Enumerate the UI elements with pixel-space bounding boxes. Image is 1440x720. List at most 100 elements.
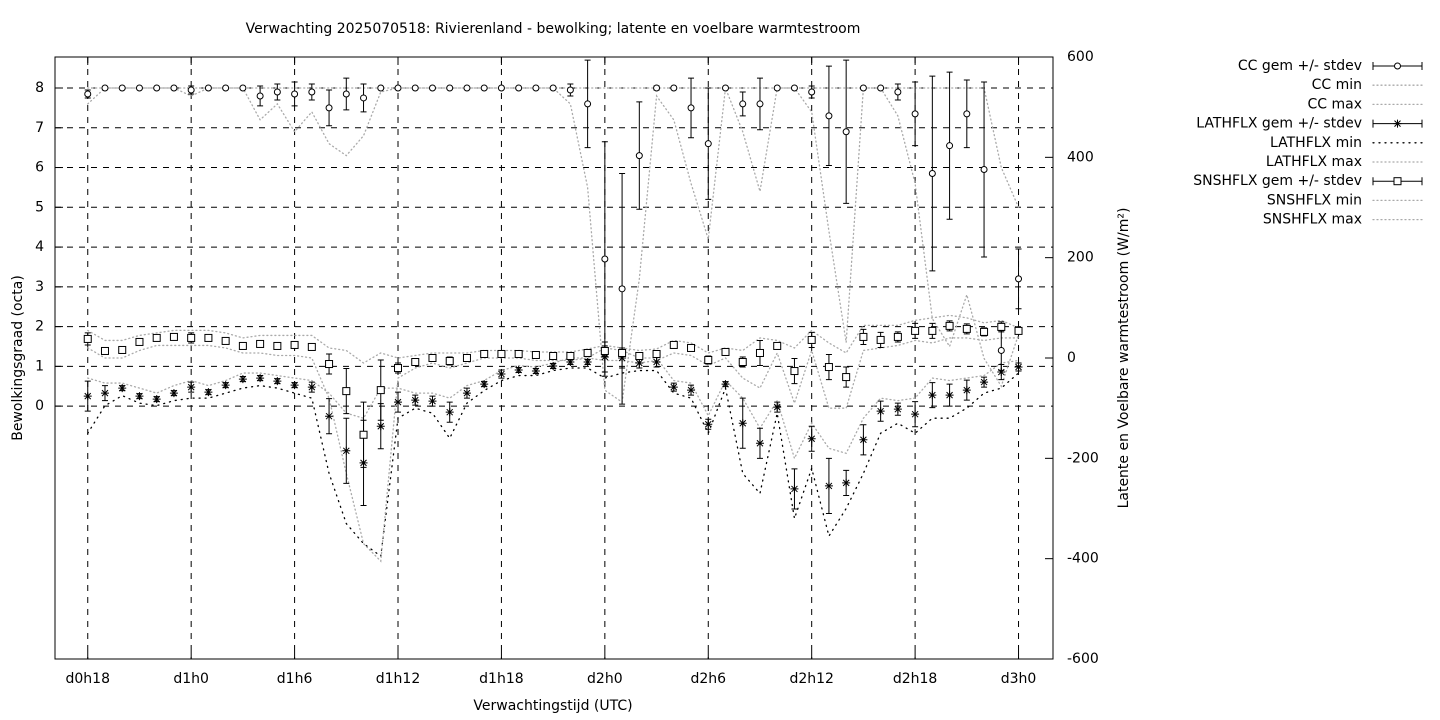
marker-star [893, 405, 902, 414]
marker-star [514, 366, 523, 375]
legend-label: SNSHFLX gem +/- stdev [1193, 173, 1362, 189]
marker-star [273, 377, 282, 386]
marker-square [169, 332, 178, 341]
marker-star [307, 383, 316, 392]
marker-square [583, 348, 592, 357]
marker-circle [687, 104, 695, 112]
marker-square [290, 340, 299, 349]
marker-square [480, 349, 489, 358]
marker-star [738, 419, 747, 428]
marker-square [652, 349, 661, 358]
y2-tick-label: 400 [1067, 149, 1094, 165]
legend-label: SNSHFLX max [1263, 212, 1362, 228]
marker-square [135, 337, 144, 346]
marker-circle [84, 90, 92, 98]
marker-square [876, 335, 885, 344]
series-line [87, 337, 1020, 563]
marker-star [83, 392, 92, 401]
marker-star [549, 362, 558, 371]
marker-circle [584, 100, 592, 108]
marker-circle [446, 84, 454, 92]
marker-square [790, 367, 799, 376]
marker-circle [118, 84, 126, 92]
marker-star [962, 386, 971, 395]
marker-circle [566, 86, 574, 94]
marker-circle [756, 100, 764, 108]
y2-tick-label: -600 [1067, 651, 1099, 667]
marker-square [893, 332, 902, 341]
marker-star [480, 380, 489, 389]
marker-square [462, 354, 471, 362]
y-tick-label: 1 [35, 358, 44, 374]
marker-circle [980, 166, 988, 174]
marker-square [83, 334, 92, 343]
y-tick-label: 3 [35, 279, 44, 295]
legend-label: LATHFLX gem +/- stdev [1196, 116, 1362, 132]
marker-square [152, 333, 161, 342]
marker-circle [963, 110, 971, 118]
y-tick-label: 0 [35, 398, 44, 414]
marker-star [911, 410, 920, 419]
y2-axis-label: Latente en Voelbare warmtestroom (W/m²) [1116, 208, 1132, 509]
marker-star [1014, 363, 1023, 372]
marker-square [549, 351, 558, 360]
legend-label: CC gem +/- stdev [1238, 58, 1362, 74]
marker-star [411, 396, 420, 405]
y-axis-label: Bewolkingsgraad (octa) [10, 275, 26, 441]
marker-square [928, 326, 937, 335]
marker-star [100, 389, 109, 398]
marker-square [842, 373, 851, 382]
marker-square [824, 363, 833, 372]
marker-square [221, 336, 230, 345]
x-tick-label: d1h18 [479, 671, 523, 687]
series-line [87, 347, 1020, 461]
marker-circle [463, 84, 471, 92]
legend-label: CC min [1312, 77, 1362, 93]
marker-star [980, 378, 989, 387]
marker-circle [325, 104, 333, 112]
marker-square [980, 327, 989, 336]
marker-square [307, 342, 316, 351]
marker-square [721, 347, 730, 356]
marker-star [755, 439, 764, 448]
marker-circle [480, 84, 488, 92]
marker-star [342, 446, 351, 455]
marker-circle [101, 84, 109, 92]
marker-circle [291, 90, 299, 98]
marker-square [118, 345, 127, 354]
marker-square [704, 356, 713, 365]
y2-tick-label: -200 [1067, 450, 1099, 466]
marker-square [325, 360, 334, 369]
marker-square [342, 387, 351, 396]
x-tick-label: d1h6 [277, 671, 313, 687]
marker-square [962, 324, 971, 333]
marker-circle [894, 88, 902, 96]
marker-square [514, 349, 523, 358]
marker-square [1014, 326, 1023, 335]
marker-star [928, 391, 937, 400]
marker-circle [497, 84, 505, 92]
marker-circle [187, 86, 195, 94]
marker-star [531, 367, 540, 376]
marker-star [997, 368, 1006, 377]
marker-circle [601, 255, 609, 263]
y2-tick-label: 200 [1067, 250, 1094, 266]
x-tick-label: d0h18 [66, 671, 110, 687]
marker-square [669, 340, 678, 349]
marker-star [842, 478, 851, 487]
marker-circle [532, 84, 540, 92]
marker-star [462, 389, 471, 398]
marker-star [583, 358, 592, 367]
chart-title: Verwachting 2025070518: Rivierenland - b… [246, 21, 861, 37]
y-tick-label: 6 [35, 160, 44, 176]
marker-circle [222, 84, 230, 92]
y-tick-label: 2 [35, 319, 44, 335]
marker-star [687, 386, 696, 395]
marker-star [618, 354, 627, 362]
marker-circle [825, 112, 833, 120]
marker-star [824, 481, 833, 490]
marker-circle [928, 170, 936, 178]
marker-square [738, 358, 747, 367]
